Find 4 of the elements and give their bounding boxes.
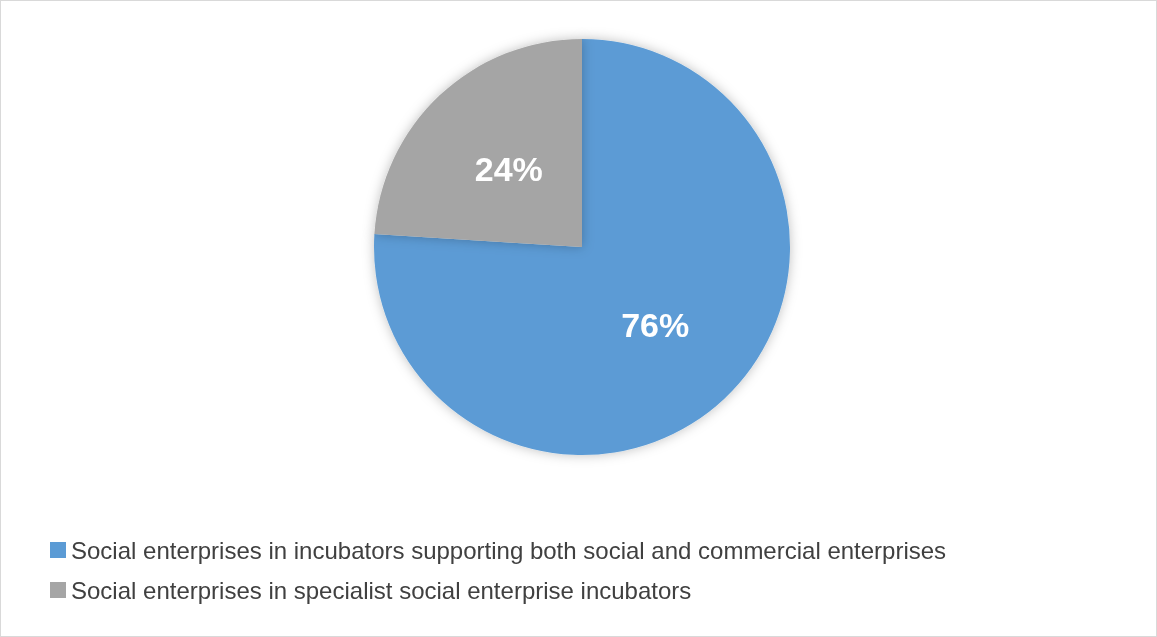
data-label: 76% xyxy=(621,306,690,344)
data-label: 24% xyxy=(474,150,543,188)
legend-label: Social enterprises in incubators supporting both social and commercial enterprises xyxy=(71,536,947,564)
legend-label: Social enterprises in specialist social enterprise incubators xyxy=(71,576,692,604)
